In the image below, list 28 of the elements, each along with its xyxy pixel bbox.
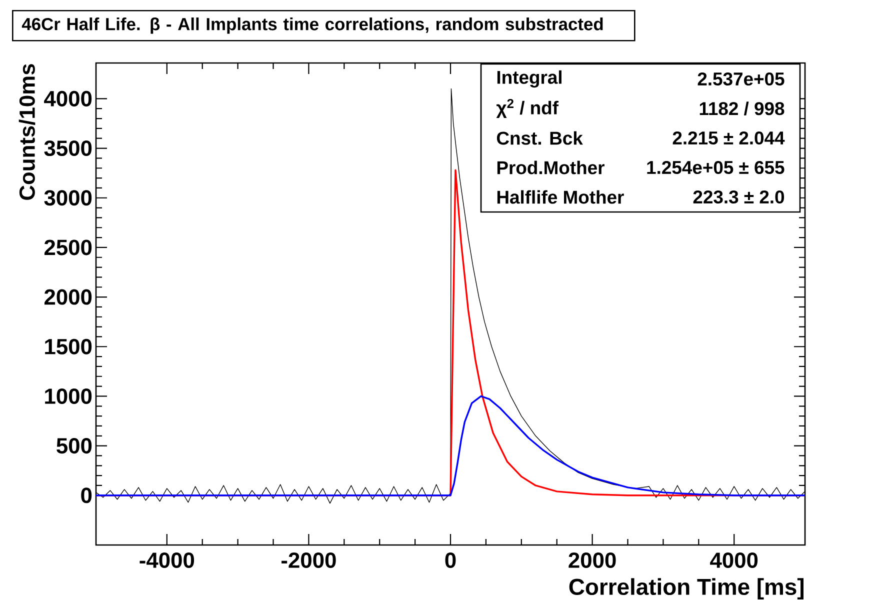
x-tick-label: -2000 (282, 552, 336, 568)
x-tick-label: -4000 (140, 552, 194, 568)
x-tick-label: 2000 (568, 552, 616, 568)
annotation: 223.3 ± 2.0 (693, 190, 784, 204)
annotation: Cnst. Bck (496, 131, 583, 145)
annotation: 1182 / 998 (700, 102, 784, 116)
chart-title: 46Cr Half Life. β - All Implants time correlations, random substracted (22, 18, 603, 34)
annotation: Prod.Mother (497, 160, 604, 174)
y-tick-label: 1000 (45, 388, 92, 404)
x-tick-label: 4000 (710, 552, 758, 568)
y-axis-title: Counts/10ms (18, 64, 36, 200)
y-tick-label: 2500 (44, 240, 92, 256)
y-tick-label: 2000 (44, 289, 92, 305)
annotation: 2.537e+05 (698, 72, 784, 86)
x-tick-label: 0 (445, 552, 456, 568)
y-tick-label: 3000 (44, 190, 92, 206)
annotation: χ$^{2}$ / ndf (496, 98, 559, 118)
y-tick-label: 4000 (44, 90, 92, 106)
x-axis-title: Correlation Time [ms] (569, 578, 804, 600)
y-tick-label: 3500 (44, 140, 92, 156)
annotation: 1.254e+05 ± 655 (647, 160, 784, 174)
annotation: Halflife Mother (497, 190, 624, 204)
annotation: Integral (497, 70, 562, 88)
y-tick-label: 1500 (45, 338, 92, 354)
y-tick-label: 0 (81, 488, 92, 504)
line-series (96, 395, 806, 496)
y-tick-label: 500 (56, 438, 92, 454)
annotation: 2.215 ± 2.044 (672, 131, 785, 145)
